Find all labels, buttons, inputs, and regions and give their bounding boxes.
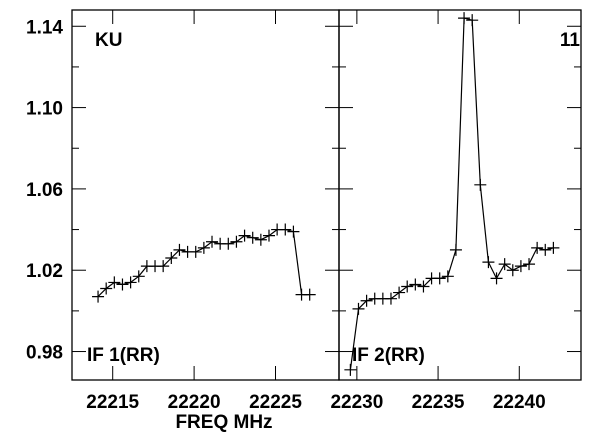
data-point: [474, 178, 487, 191]
data-point: [238, 229, 251, 242]
data-point: [523, 258, 536, 271]
data-point: [173, 243, 186, 256]
x-tick-label: 22230: [330, 392, 383, 413]
data-point: [531, 241, 544, 254]
data-point: [514, 260, 527, 273]
data-point: [498, 258, 511, 271]
data-point: [360, 294, 373, 307]
x-tick-label: 22240: [493, 392, 546, 413]
x-tick-label: 22215: [86, 392, 139, 413]
data-point: [92, 290, 105, 303]
x-axis-title: FREQ MHz: [175, 412, 272, 433]
data-point: [344, 363, 357, 376]
if2-label: IF 2(RR): [352, 345, 425, 366]
y-tick-label: 0.98: [26, 343, 63, 364]
data-point: [482, 256, 495, 269]
data-point: [466, 14, 479, 27]
y-tick-label: 1.10: [26, 99, 63, 120]
panel-number: 11: [560, 30, 581, 51]
data-point: [393, 286, 406, 299]
data-point: [539, 243, 552, 256]
data-point: [157, 260, 170, 273]
panel-frame: [338, 9, 582, 381]
y-tick-label: 1.02: [26, 261, 63, 282]
y-tick-label: 1.06: [26, 180, 63, 201]
data-point: [189, 245, 202, 258]
panel-if2: 22230 22235 22240: [330, 9, 582, 413]
data-point: [254, 233, 267, 246]
data-point: [165, 252, 178, 265]
data-point: [246, 231, 259, 244]
data-point: [132, 270, 145, 283]
data-point: [116, 278, 129, 291]
data-point: [124, 276, 137, 289]
if1-label: IF 1(RR): [87, 345, 160, 366]
y-tick-label: 1.14: [26, 17, 63, 38]
data-point: [506, 264, 519, 277]
data-point: [108, 276, 121, 289]
data-point: [449, 243, 462, 256]
x-tick-label: 22235: [412, 392, 465, 413]
data-point: [230, 235, 243, 248]
data-point: [458, 12, 471, 25]
data-point: [262, 229, 275, 242]
data-point: [222, 237, 235, 250]
data-point: [490, 272, 503, 285]
data-point: [401, 280, 414, 293]
y-axis: 0.98 1.02 1.06 1.10 1.14: [26, 17, 63, 363]
panel-if1: 22215 22220 22225: [71, 9, 340, 413]
data-point: [409, 278, 422, 291]
data-point: [279, 223, 292, 236]
data-point: [433, 272, 446, 285]
data-point: [547, 241, 560, 254]
source-label: KU: [95, 30, 122, 51]
data-point: [441, 270, 454, 283]
data-point: [352, 302, 365, 315]
data-point: [206, 235, 219, 248]
data-point: [417, 280, 430, 293]
data-point: [303, 288, 316, 301]
data-point: [287, 225, 300, 238]
x-tick-label: 22220: [168, 392, 221, 413]
data-point: [197, 241, 210, 254]
data-point: [384, 292, 397, 305]
x-tick-label: 22225: [249, 392, 302, 413]
data-point: [100, 282, 113, 295]
